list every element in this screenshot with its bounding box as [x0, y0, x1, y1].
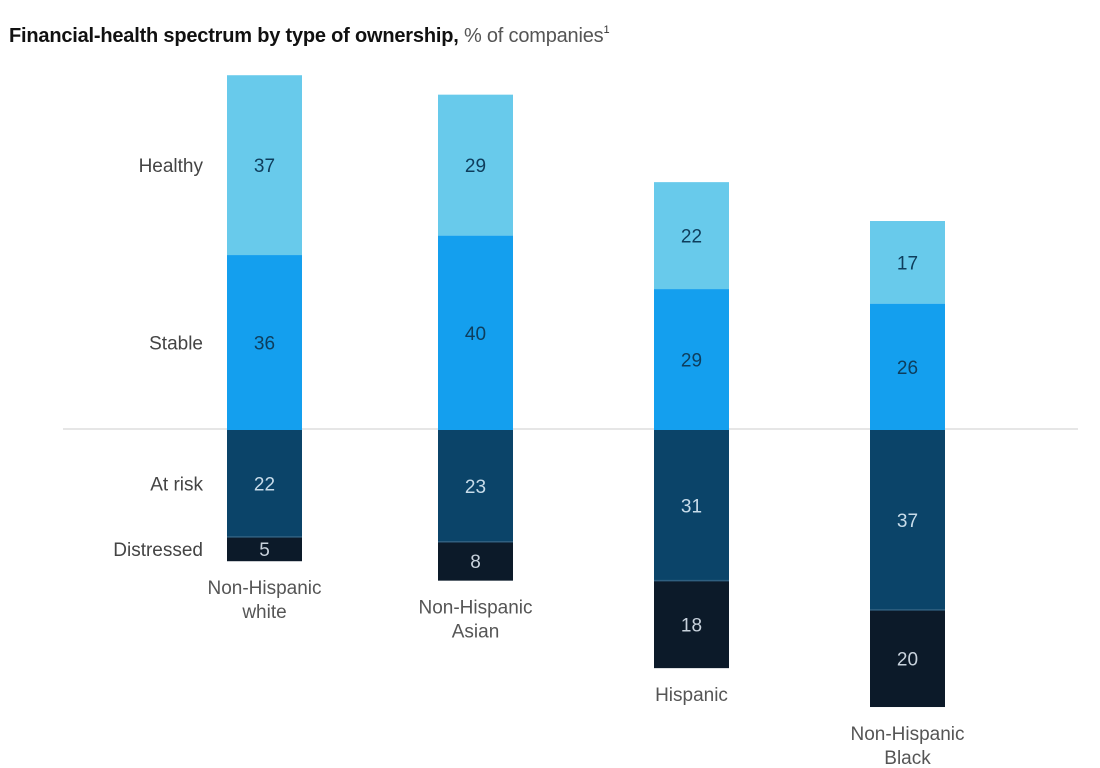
category-label: white	[241, 602, 286, 623]
data-label-distressed: 8	[470, 552, 481, 573]
data-label-at-risk: 22	[254, 474, 275, 495]
bar-segment-distressed	[227, 536, 302, 562]
data-label-at-risk: 23	[465, 477, 486, 498]
bar-segment-healthy	[438, 94, 513, 236]
data-label-healthy: 29	[465, 156, 486, 177]
bar-segment-stable	[227, 255, 302, 430]
row-label-at-risk: At risk	[150, 474, 203, 495]
bar-segment-distressed	[870, 609, 945, 708]
data-label-distressed: 5	[259, 540, 270, 561]
chart-subtitle: % of companies	[463, 25, 604, 47]
category-label: Non-Hispanic	[207, 578, 321, 599]
row-label-stable: Stable	[149, 334, 203, 355]
data-label-stable: 40	[465, 324, 486, 345]
data-label-healthy: 22	[681, 227, 702, 248]
category-label: Hispanic	[655, 685, 728, 706]
bar-segment-stable	[654, 289, 729, 430]
bar-segment-at-risk	[870, 430, 945, 610]
row-label-healthy: Healthy	[139, 156, 204, 177]
data-label-healthy: 17	[897, 253, 918, 274]
category-label: Non-Hispanic	[850, 724, 964, 745]
data-label-at-risk: 31	[681, 496, 702, 517]
bar-segment-distressed	[654, 580, 729, 669]
row-label-distressed: Distressed	[113, 540, 203, 561]
category-label: Asian	[452, 622, 500, 643]
data-label-distressed: 18	[681, 615, 702, 636]
bar-segment-stable	[870, 303, 945, 430]
category-label: Black	[884, 748, 931, 768]
bar-segment-stable	[438, 235, 513, 430]
data-label-at-risk: 37	[897, 511, 918, 532]
data-label-distressed: 20	[897, 649, 918, 670]
chart-title: Financial-health spectrum by type of own…	[9, 24, 610, 48]
chart-title-main: Financial-health spectrum by type of own…	[9, 25, 459, 47]
bar-segment-distressed	[438, 541, 513, 581]
data-label-stable: 26	[897, 358, 918, 379]
bar-segment-at-risk	[227, 430, 302, 537]
category-label: Non-Hispanic	[418, 598, 532, 619]
bar-segment-healthy	[227, 75, 302, 256]
bar-segment-at-risk	[654, 430, 729, 581]
data-label-stable: 29	[681, 351, 702, 372]
bar-segment-healthy	[870, 221, 945, 304]
bar-segment-healthy	[654, 182, 729, 290]
bar-segment-at-risk	[438, 430, 513, 542]
data-label-stable: 36	[254, 334, 275, 355]
footnote-marker: 1	[603, 24, 610, 36]
data-label-healthy: 37	[254, 156, 275, 177]
